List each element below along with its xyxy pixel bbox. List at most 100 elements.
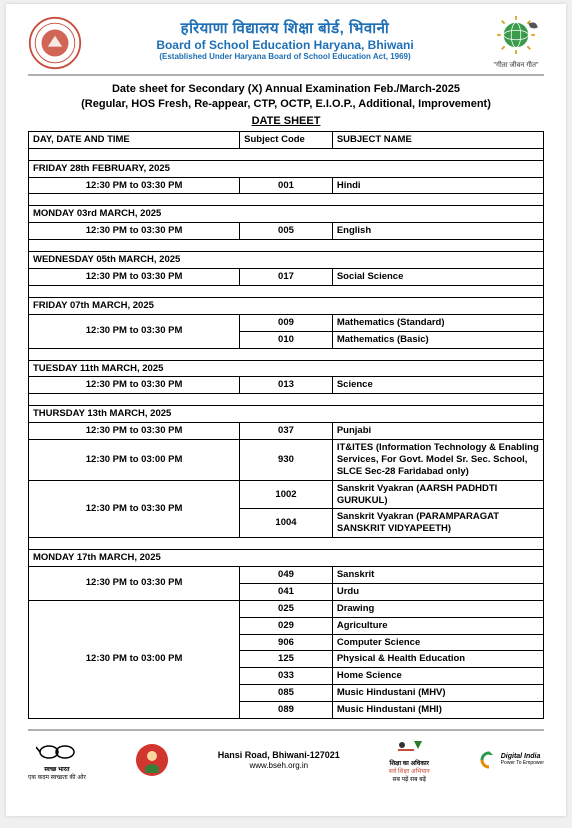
code-cell: 013 [240,377,333,394]
subject-cell: Social Science [332,269,543,286]
url-text: www.bseh.org.in [218,761,340,771]
time-cell: 12:30 PM to 03:30 PM [29,480,240,538]
code-cell: 009 [240,314,333,331]
day-label: TUESDAY 11th MARCH, 2025 [29,360,544,377]
code-cell: 125 [240,651,333,668]
code-cell: 089 [240,702,333,719]
main-heading: Date sheet for Secondary (X) Annual Exam… [28,82,544,113]
code-cell: 017 [240,269,333,286]
code-cell: 930 [240,440,333,481]
subject-cell: Sanskrit Vyakran (AARSH PADHDTI GURUKUL) [332,480,543,509]
code-cell: 906 [240,634,333,651]
table-row: 12:30 PM to 03:00 PM025Drawing [29,600,544,617]
date-sheet-table: DAY, DATE AND TIME Subject Code SUBJECT … [28,131,544,719]
day-label: WEDNESDAY 05th MARCH, 2025 [29,252,544,269]
code-cell: 041 [240,583,333,600]
english-title: Board of School Education Haryana, Bhiwa… [90,38,480,52]
code-cell: 010 [240,331,333,348]
subject-cell: Music Hindustani (MHI) [332,702,543,719]
time-cell: 12:30 PM to 03:30 PM [29,314,240,348]
footer-address: Hansi Road, Bhiwani-127021 www.bseh.org.… [218,750,340,770]
date-sheet-label: DATE SHEET [28,115,544,127]
time-cell: 12:30 PM to 03:30 PM [29,567,240,601]
day-header-row: MONDAY 03rd MARCH, 2025 [29,206,544,223]
code-cell: 029 [240,617,333,634]
address-text: Hansi Road, Bhiwani-127021 [218,750,340,761]
code-cell: 049 [240,567,333,584]
beti-logo [135,743,169,777]
table-row: 12:30 PM to 03:30 PM001Hindi [29,177,544,194]
subject-cell: Mathematics (Standard) [332,314,543,331]
subject-cell: IT&ITES (Information Technology & Enabli… [332,440,543,481]
code-cell: 1002 [240,480,333,509]
th-subject-code: Subject Code [240,131,333,148]
code-cell: 085 [240,685,333,702]
shiksha-logo: शिक्षा का अधिकार सर्व शिक्षा अभियान सब प… [389,737,430,783]
subject-cell: Hindi [332,177,543,194]
hindi-title: हरियाणा विद्यालय शिक्षा बोर्ड, भिवानी [90,18,480,38]
spacer-row [29,538,544,550]
time-cell: 12:30 PM to 03:30 PM [29,177,240,194]
subject-cell: Computer Science [332,634,543,651]
spacer-row [29,194,544,206]
time-cell: 12:30 PM to 03:00 PM [29,600,240,718]
table-row: 12:30 PM to 03:30 PM1002Sanskrit Vyakran… [29,480,544,509]
table-header-row: DAY, DATE AND TIME Subject Code SUBJECT … [29,131,544,148]
board-seal-icon [28,16,82,70]
table-row: 12:30 PM to 03:30 PM013Science [29,377,544,394]
code-cell: 005 [240,223,333,240]
heading-line2: (Regular, HOS Fresh, Re-appear, CTP, OCT… [28,97,544,112]
header: हरियाणा विद्यालय शिक्षा बोर्ड, भिवानी Bo… [28,16,544,76]
digital-l2: Power To Empower [501,760,544,766]
subject-cell: Sanskrit Vyakran (PARAMPARAGAT SANSKRIT … [332,509,543,538]
code-cell: 033 [240,668,333,685]
spacer-row [29,240,544,252]
table-row: 12:30 PM to 03:00 PM930IT&ITES (Informat… [29,440,544,481]
subject-cell: Drawing [332,600,543,617]
table-row: 12:30 PM to 03:30 PM017Social Science [29,269,544,286]
subject-cell: Music Hindustani (MHV) [332,685,543,702]
time-cell: 12:30 PM to 03:00 PM [29,440,240,481]
subject-cell: Home Science [332,668,543,685]
table-row: 12:30 PM to 03:30 PM049Sanskrit [29,567,544,584]
day-label: MONDAY 17th MARCH, 2025 [29,550,544,567]
digital-l1: Digital India [501,753,544,760]
code-cell: 025 [240,600,333,617]
shiksha-l1: शिक्षा का अधिकार [390,759,429,767]
motto-text: "गीता जीवन गीत" [488,61,544,70]
subject-cell: Science [332,377,543,394]
day-label: MONDAY 03rd MARCH, 2025 [29,206,544,223]
time-cell: 12:30 PM to 03:30 PM [29,377,240,394]
spacer-row [29,148,544,160]
spacer-row [29,348,544,360]
subject-cell: Physical & Health Education [332,651,543,668]
globe-logo: "गीता जीवन गीत" [488,16,544,70]
day-label: FRIDAY 07th MARCH, 2025 [29,297,544,314]
footer: स्वच्छ भारत एक कदम स्वच्छता की ओर Hansi … [28,729,544,783]
established-text: (Established Under Haryana Board of Scho… [90,52,480,61]
th-subject-name: SUBJECT NAME [332,131,543,148]
subject-cell: Sanskrit [332,567,543,584]
subject-cell: Urdu [332,583,543,600]
page: हरियाणा विद्यालय शिक्षा बोर्ड, भिवानी Bo… [6,4,566,816]
header-text: हरियाणा विद्यालय शिक्षा बोर्ड, भिवानी Bo… [90,16,480,61]
table-row: 12:30 PM to 03:30 PM009Mathematics (Stan… [29,314,544,331]
code-cell: 001 [240,177,333,194]
subject-cell: Punjabi [332,423,543,440]
day-header-row: FRIDAY 28th FEBRUARY, 2025 [29,160,544,177]
day-header-row: THURSDAY 13th MARCH, 2025 [29,406,544,423]
spacer-row [29,285,544,297]
heading-line1: Date sheet for Secondary (X) Annual Exam… [28,82,544,97]
subject-cell: Agriculture [332,617,543,634]
shiksha-l3: सब पढ़ें सब बढ़ें [392,775,426,783]
time-cell: 12:30 PM to 03:30 PM [29,223,240,240]
table-row: 12:30 PM to 03:30 PM037Punjabi [29,423,544,440]
shiksha-l2: सर्व शिक्षा अभियान [389,767,430,775]
swachh-bharat-logo: स्वच्छ भारत एक कदम स्वच्छता की ओर [28,739,86,781]
day-header-row: MONDAY 17th MARCH, 2025 [29,550,544,567]
digital-india-logo: Digital India Power To Empower [479,750,544,770]
subject-cell: Mathematics (Basic) [332,331,543,348]
code-cell: 1004 [240,509,333,538]
day-label: FRIDAY 28th FEBRUARY, 2025 [29,160,544,177]
time-cell: 12:30 PM to 03:30 PM [29,423,240,440]
